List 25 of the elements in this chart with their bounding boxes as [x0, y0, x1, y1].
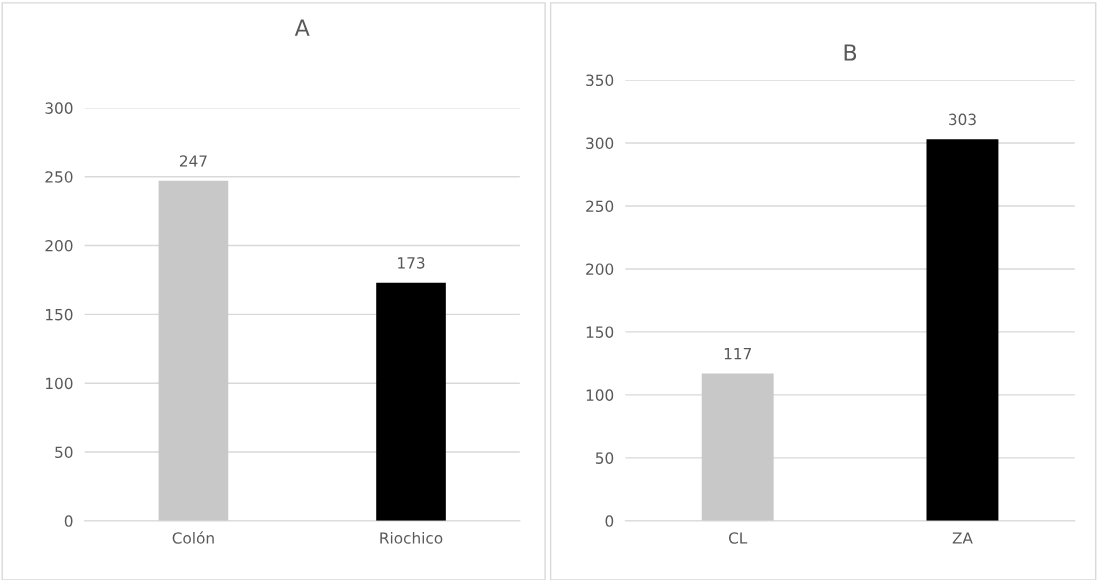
y-tick-label: 150 — [586, 326, 614, 338]
y-tick-label: 0 — [64, 515, 73, 527]
y-tick-label: 300 — [45, 102, 73, 114]
y-tick-label: 100 — [586, 389, 614, 401]
y-tick-label: 350 — [586, 74, 614, 87]
data-label: 117 — [724, 348, 751, 360]
y-tick-label: 50 — [595, 452, 614, 464]
y-tick-label: 250 — [586, 200, 614, 212]
y-tick-label: 250 — [45, 171, 73, 183]
data-label: 173 — [398, 257, 425, 269]
data-label: 303 — [949, 113, 976, 126]
data-label: 247 — [179, 155, 207, 167]
y-tick-label: 200 — [586, 263, 614, 275]
y-tick-label: 50 — [55, 446, 73, 459]
x-tick-label: Riochico — [380, 531, 443, 544]
y-tick-label: 150 — [46, 308, 73, 321]
x-tick-label: CL — [728, 532, 748, 544]
y-tick-label: 200 — [45, 240, 73, 252]
chart-title: A — [294, 19, 310, 36]
x-tick-label: ZA — [952, 532, 973, 544]
y-tick-label: 300 — [586, 137, 614, 150]
y-tick-label: 0 — [605, 515, 614, 527]
y-tick-label: 100 — [46, 377, 73, 390]
chart-title: B — [844, 44, 857, 61]
x-tick-label: Colón — [172, 531, 214, 544]
